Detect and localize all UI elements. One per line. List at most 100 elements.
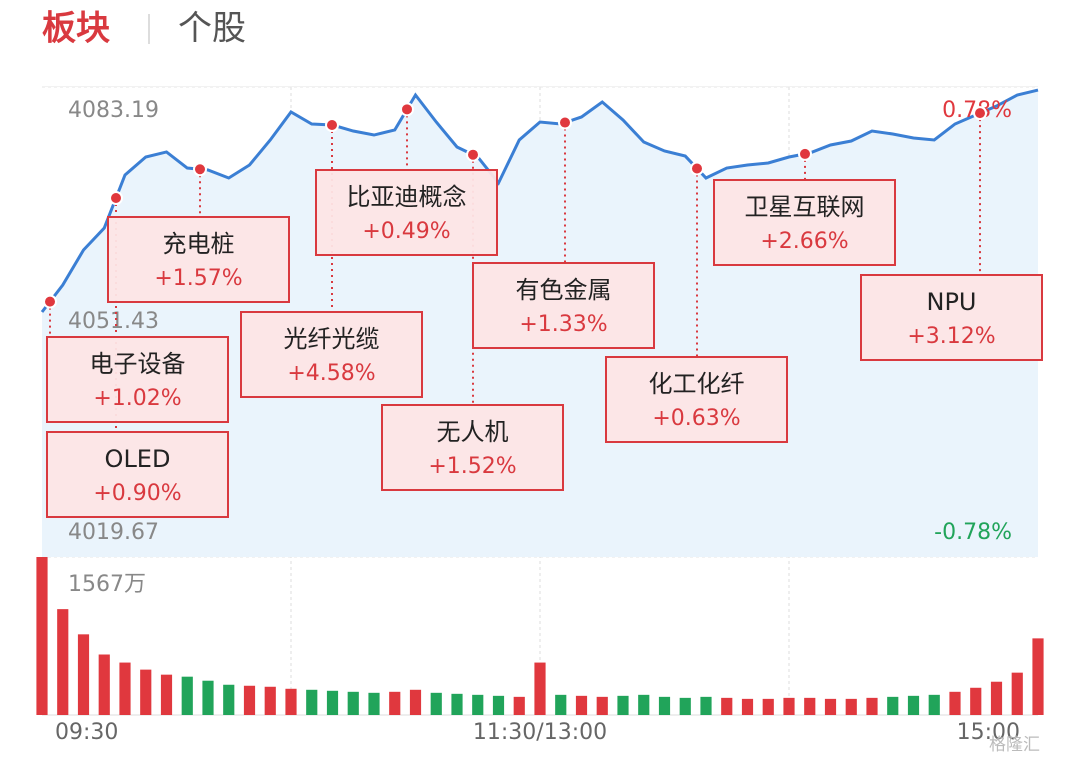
annotation-box xyxy=(107,216,290,303)
volume-bar xyxy=(783,697,795,715)
volume-bar xyxy=(970,687,982,715)
annotation-change: +1.57% xyxy=(154,266,242,291)
volume-tick-label: 1567万 xyxy=(68,572,146,597)
x-tick-label: 11:30/13:00 xyxy=(473,720,607,745)
x-tick-label: 15:00 xyxy=(957,720,1020,745)
watermark: 格隆汇 xyxy=(989,735,1040,755)
annotation-dot xyxy=(43,294,57,309)
annotation-dot xyxy=(325,118,339,133)
volume-bar xyxy=(700,696,712,715)
annotation-change: +1.52% xyxy=(428,454,516,479)
annotation-dot xyxy=(798,146,812,161)
volume-bar xyxy=(368,692,380,715)
volume-bar xyxy=(928,694,940,715)
x-tick-label: 09:30 xyxy=(55,720,118,745)
annotation-box xyxy=(240,311,423,398)
volume-bar xyxy=(492,695,505,715)
annotation-box xyxy=(472,262,655,349)
annotation-name: 光纤光缆 xyxy=(284,325,380,353)
annotation-box xyxy=(381,404,564,491)
volume-bar xyxy=(285,688,297,715)
volume-bar xyxy=(306,689,318,715)
price-line xyxy=(40,88,1039,313)
annotation-change: +3.12% xyxy=(907,324,995,349)
annotation-box xyxy=(315,169,498,256)
volume-bar xyxy=(534,662,546,715)
volume-bar xyxy=(596,696,608,715)
annotation-dot xyxy=(193,162,207,177)
annotation-name: 充电桩 xyxy=(163,230,235,258)
annotation-box xyxy=(713,179,896,266)
volume-bar xyxy=(887,696,899,715)
volume-bar xyxy=(679,697,691,715)
annotation-dot xyxy=(558,115,572,130)
annotation-dot xyxy=(973,106,987,121)
annotation-change: +2.66% xyxy=(760,229,848,254)
volume-bar xyxy=(804,697,816,715)
volume-bar xyxy=(77,634,90,715)
volume-bar xyxy=(990,681,1003,715)
annotation-change: +4.58% xyxy=(287,361,375,386)
annotation-name: NPU xyxy=(927,288,977,316)
volume-bar xyxy=(409,689,422,715)
tab-active[interactable]: 板块 xyxy=(42,9,110,49)
annotation-dot xyxy=(109,190,123,205)
annotation-name: 有色金属 xyxy=(516,276,612,304)
volume-bar xyxy=(140,669,152,715)
annotation-change: +0.90% xyxy=(93,481,181,506)
volume-bar xyxy=(949,691,961,715)
volume-bar xyxy=(1011,672,1023,715)
volume-bar xyxy=(866,697,878,715)
y-tick-label: 4083.19 xyxy=(68,98,159,123)
volume-bar xyxy=(181,676,193,715)
volume-bar xyxy=(347,691,359,715)
annotation-box xyxy=(860,274,1043,361)
annotation-dot xyxy=(690,161,704,176)
annotation-name: OLED xyxy=(105,445,171,473)
annotation-box xyxy=(46,336,229,423)
y2-tick-label: -0.78% xyxy=(934,520,1012,545)
annotation-box xyxy=(46,431,229,518)
volume-bar xyxy=(741,698,754,715)
y-tick-label: 4051.43 xyxy=(68,309,159,334)
volume-bar xyxy=(119,662,131,715)
volume-bar xyxy=(264,686,276,715)
volume-bar xyxy=(824,698,837,715)
volume-bar xyxy=(451,693,463,715)
volume-bar xyxy=(472,694,484,715)
annotation-name: 卫星互联网 xyxy=(745,193,865,221)
volume-bar xyxy=(721,697,733,715)
annotation-name: 化工化纤 xyxy=(649,370,745,398)
annotation-dot xyxy=(466,147,480,162)
volume-bar xyxy=(389,691,401,715)
volume-bar xyxy=(845,698,857,715)
annotation-name: 无人机 xyxy=(437,418,509,446)
annotation-name: 比亚迪概念 xyxy=(347,183,467,211)
volume-bar xyxy=(1032,638,1044,715)
volume-bar xyxy=(98,654,110,715)
volume-bar xyxy=(430,692,442,715)
volume-bar xyxy=(762,698,774,715)
volume-bar xyxy=(36,557,48,715)
annotation-change: +0.49% xyxy=(362,219,450,244)
volume-bar xyxy=(160,674,173,715)
y-tick-label: 4019.67 xyxy=(68,520,159,545)
annotation-box xyxy=(605,356,788,443)
volume-bar xyxy=(57,609,69,715)
tab[interactable]: 个股 xyxy=(178,9,246,49)
volume-bar xyxy=(243,685,256,715)
volume-bar xyxy=(326,690,339,715)
annotation-change: +1.33% xyxy=(519,312,607,337)
volume-bar xyxy=(202,680,214,715)
volume-bar xyxy=(617,695,629,715)
volume-bar xyxy=(223,684,235,715)
annotation-change: +1.02% xyxy=(93,386,181,411)
volume-bar xyxy=(575,695,588,715)
volume-bar xyxy=(638,694,650,715)
annotation-name: 电子设备 xyxy=(90,350,186,378)
volume-bar xyxy=(658,696,671,715)
volume-bar xyxy=(513,696,525,715)
volume-bar xyxy=(555,694,567,715)
